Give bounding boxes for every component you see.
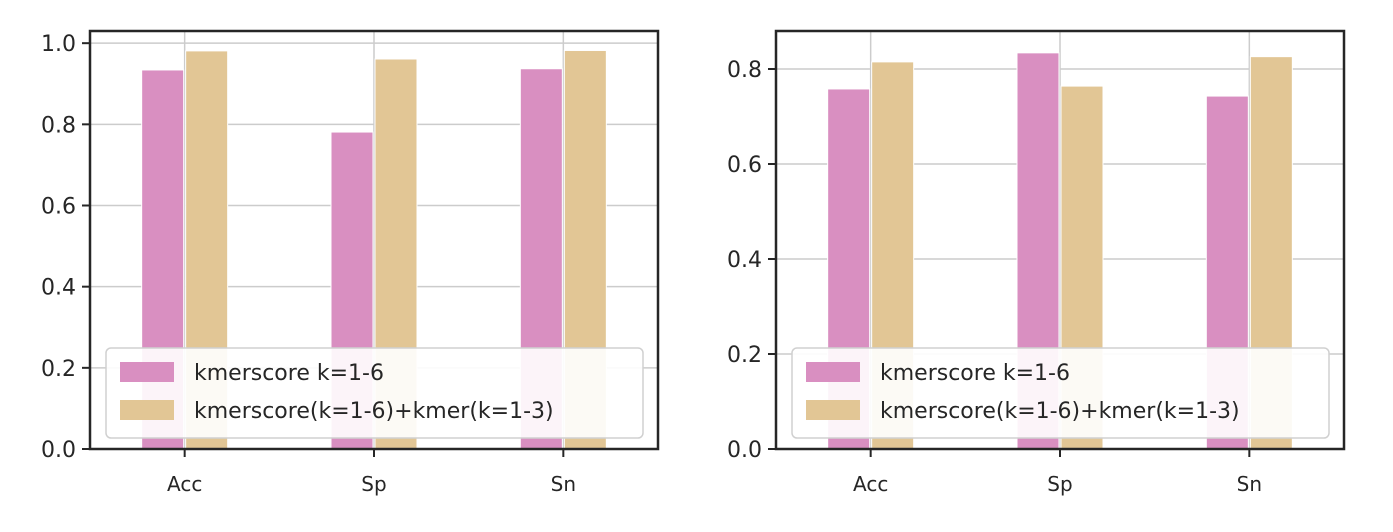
legend-box [105,347,644,439]
x-tick-label: Sn [1237,472,1262,496]
chart-left: 0.0 0.2 0.4 0.6 0.8 1.0 Acc Sp Sn kmerscore k=1-6… [41,29,660,496]
legend-label: kmerscore(k=1-6)+kmer(k=1-3) [880,399,1240,424]
x-tick-label: Sn [551,472,576,496]
y-tick-label: 0.0 [41,438,76,463]
y-tick-label: 0.6 [727,153,762,178]
legend-label: kmerscore k=1-6 [194,361,384,386]
legend-label: kmerscore k=1-6 [880,361,1070,386]
legend: kmerscore k=1-6 kmerscore(k=1-6)+kmer(k=1… [791,347,1330,439]
y-tick-label: 0.4 [41,276,76,301]
y-tick-label: 1.0 [41,32,76,57]
y-tick-label: 0.8 [727,58,762,83]
legend-swatch [806,362,860,382]
x-tick-label: Acc [853,472,888,496]
legend-box [791,347,1330,439]
x-tick-label: Acc [167,472,202,496]
y-tick-label: 0.6 [41,195,76,220]
legend-label: kmerscore(k=1-6)+kmer(k=1-3) [194,399,554,424]
legend-swatch [806,400,860,420]
y-tick-label: 0.8 [41,113,76,138]
legend-swatch [120,400,174,420]
x-tick-label: Sp [361,472,386,496]
y-tick-label: 0.4 [727,248,762,273]
y-tick-label: 0.2 [41,357,76,382]
y-tick-label: 0.0 [727,438,762,463]
x-tick-label: Sp [1047,472,1072,496]
y-tick-label: 0.2 [727,343,762,368]
legend: kmerscore k=1-6 kmerscore(k=1-6)+kmer(k=1… [105,347,644,439]
legend-swatch [120,362,174,382]
